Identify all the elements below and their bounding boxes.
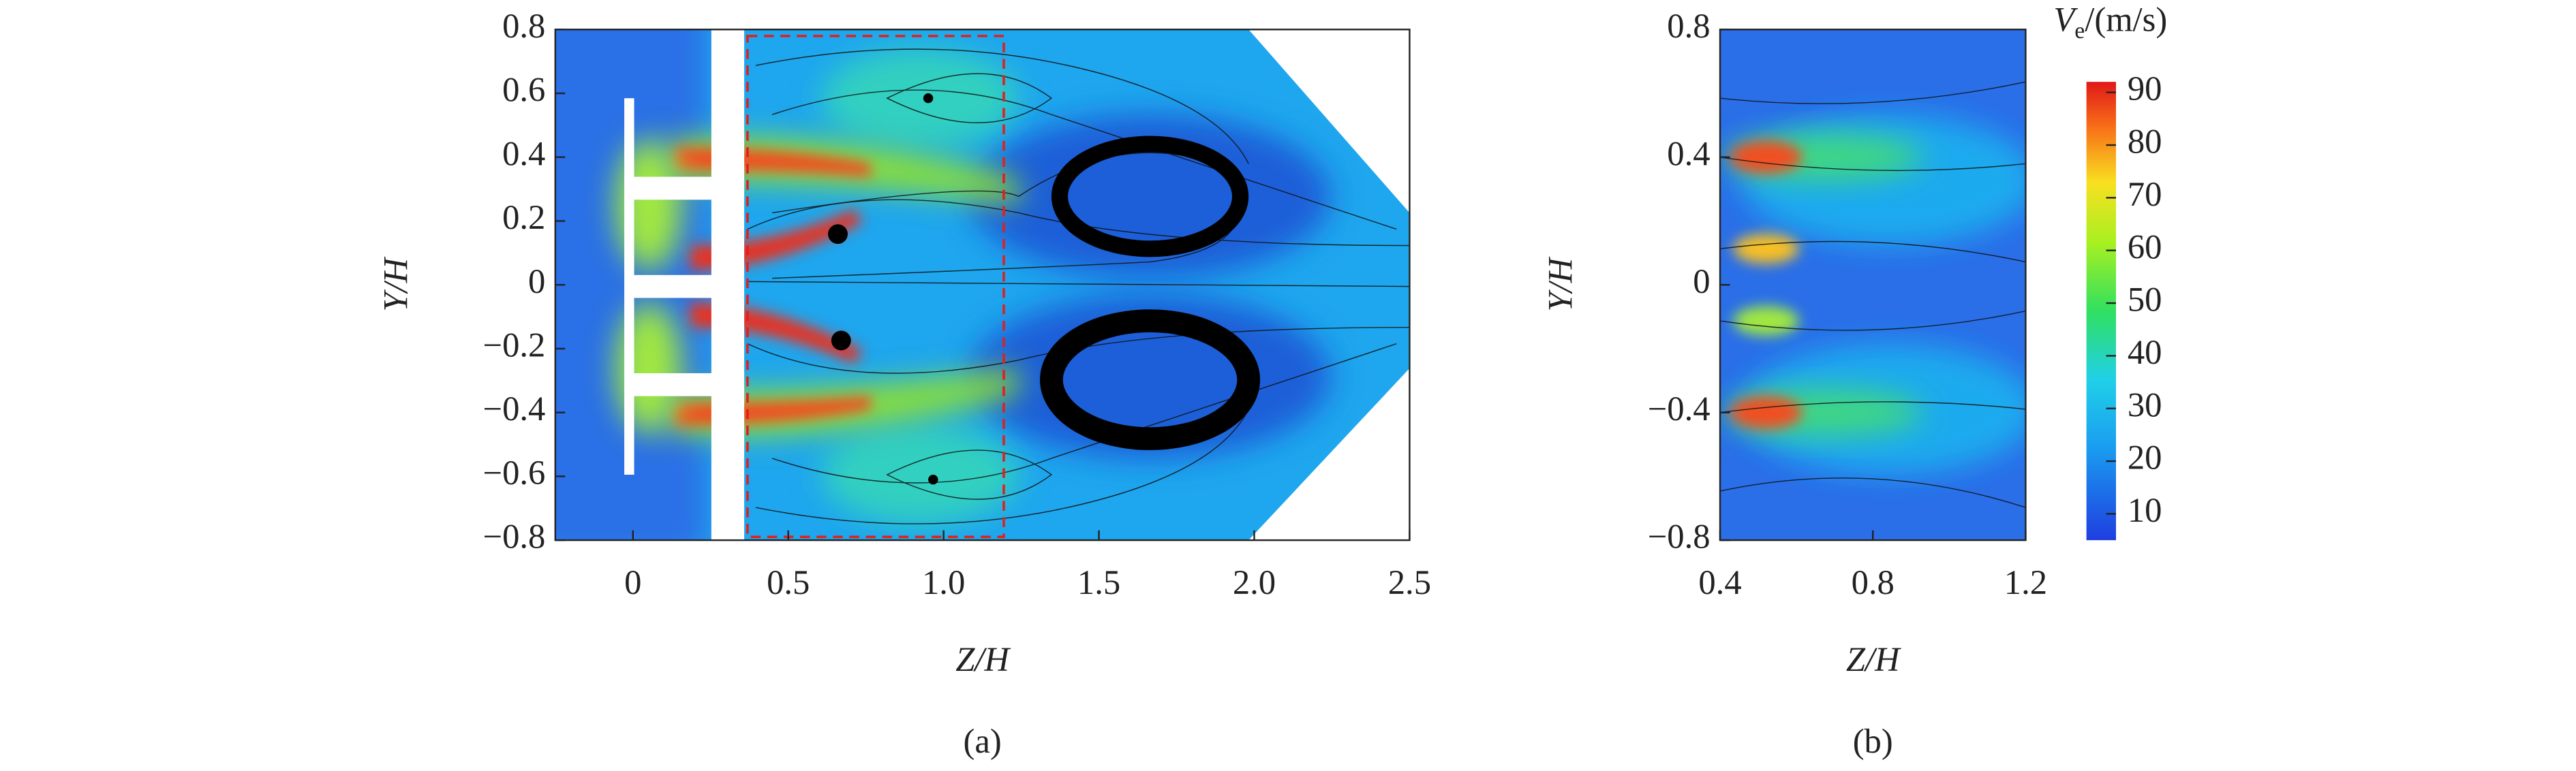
colorbar-tick-label: 70 — [2128, 175, 2162, 213]
x-tick-label: 2.0 — [1233, 563, 1276, 601]
x-axis-label: Z/H — [955, 640, 1011, 678]
colorbar-tick-label: 80 — [2128, 123, 2162, 161]
colorbar — [2086, 82, 2116, 541]
y-tick-label: 0.4 — [1667, 134, 1710, 172]
y-tick-label: 0.6 — [502, 71, 545, 109]
x-tick-label: 0.4 — [1698, 563, 1741, 601]
y-tick-label: 0.4 — [502, 134, 545, 172]
colorbar-tick-label: 40 — [2128, 333, 2162, 371]
colorbar-label: Ve/(m/s) — [2053, 0, 2167, 43]
y-tick-label: −0.6 — [483, 454, 546, 492]
y-tick-label: −0.4 — [483, 390, 546, 428]
colorbar-tick-label: 60 — [2128, 227, 2162, 266]
y-tick-label: 0.8 — [502, 7, 545, 45]
y-tick-label: 0 — [1693, 262, 1710, 300]
y-axis-label: Y/H — [1542, 256, 1580, 311]
colorbar-tick-label: 90 — [2128, 69, 2162, 108]
y-tick-label: −0.4 — [1648, 390, 1711, 428]
x-tick-label: 1.5 — [1077, 563, 1120, 601]
x-tick-label: 1.0 — [922, 563, 965, 601]
y-tick-label: −0.8 — [483, 518, 546, 556]
y-tick-label: −0.8 — [1648, 518, 1711, 556]
y-tick-label: 0.8 — [1667, 7, 1710, 45]
colorbar-tick-label: 30 — [2128, 386, 2162, 424]
colorbar-symbol: V — [2053, 0, 2078, 38]
y-tick-label: 0.2 — [502, 198, 545, 236]
field-b — [1720, 29, 2026, 541]
x-tick-label: 2.5 — [1388, 563, 1431, 601]
colorbar-tick-label: 20 — [2128, 439, 2162, 477]
x-tick-label: 0.8 — [1852, 563, 1895, 601]
colorbar-tick-label: 50 — [2128, 281, 2162, 319]
field-a — [555, 29, 1410, 541]
colorbar-subscript: e — [2074, 18, 2085, 44]
y-tick-label: −0.2 — [483, 326, 546, 364]
y-tick-label: 0 — [528, 262, 545, 300]
colorbar-unit: /(m/s) — [2085, 0, 2167, 38]
colorbar-tick-label: 10 — [2128, 491, 2162, 529]
x-tick-label: 0 — [624, 563, 641, 601]
caption: (a) — [964, 722, 1002, 760]
x-axis-label: Z/H — [1846, 640, 1901, 678]
x-tick-label: 1.2 — [2004, 563, 2047, 601]
x-tick-label: 0.5 — [767, 563, 810, 601]
caption: (b) — [1853, 722, 1893, 760]
y-axis-label: Y/H — [376, 256, 414, 311]
